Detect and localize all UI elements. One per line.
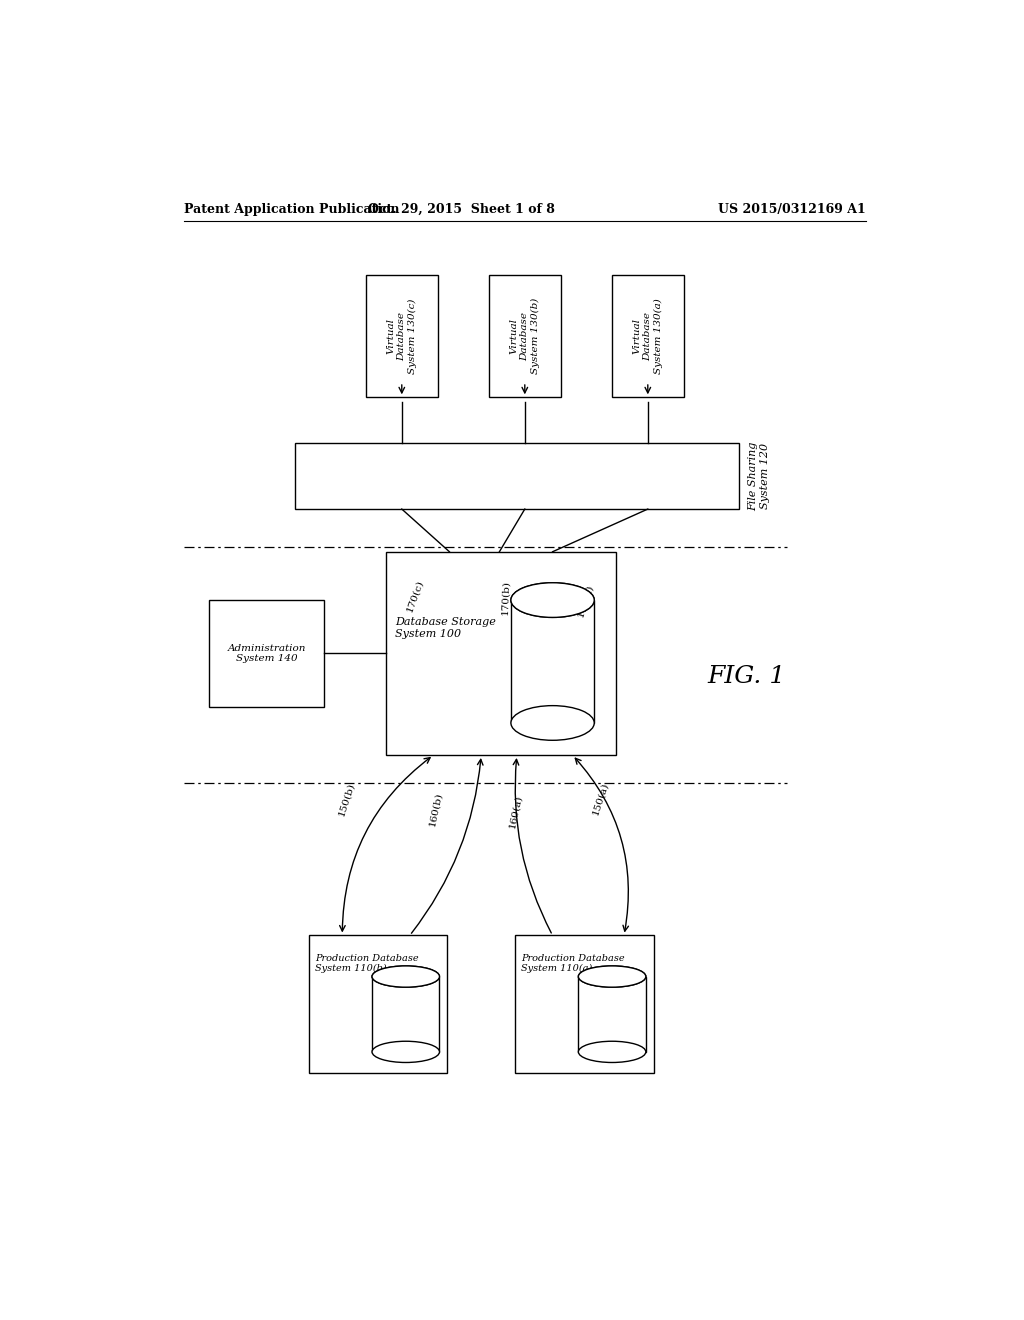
Bar — [295, 444, 739, 510]
Text: File Sharing
System 120: File Sharing System 120 — [749, 441, 770, 511]
Bar — [372, 977, 439, 1052]
Bar — [612, 276, 684, 397]
Ellipse shape — [579, 966, 646, 987]
Ellipse shape — [372, 966, 439, 987]
Text: Virtual
Database
System 130(a): Virtual Database System 130(a) — [633, 298, 663, 374]
Ellipse shape — [579, 966, 646, 987]
Ellipse shape — [372, 1041, 439, 1063]
Text: Production Database
System 110(a): Production Database System 110(a) — [521, 954, 625, 973]
Text: Database Storage
System 100: Database Storage System 100 — [395, 618, 497, 639]
Bar — [209, 601, 325, 706]
Text: Production Database
System 110(b): Production Database System 110(b) — [315, 954, 419, 973]
Text: 170(a): 170(a) — [575, 583, 595, 618]
Text: 160(a): 160(a) — [507, 793, 523, 829]
Text: FIG. 1: FIG. 1 — [708, 665, 785, 688]
Text: US 2015/0312169 A1: US 2015/0312169 A1 — [718, 203, 866, 216]
Ellipse shape — [579, 1041, 646, 1063]
Text: 150(b): 150(b) — [337, 780, 356, 817]
Text: Virtual
Database
System 130(b): Virtual Database System 130(b) — [510, 298, 540, 375]
Text: Virtual
Database
System 130(c): Virtual Database System 130(c) — [387, 298, 417, 374]
Bar — [579, 977, 646, 1052]
Bar — [308, 936, 447, 1073]
Ellipse shape — [511, 582, 594, 618]
Ellipse shape — [511, 582, 594, 618]
Bar — [489, 276, 560, 397]
Bar — [515, 936, 653, 1073]
Ellipse shape — [372, 966, 439, 987]
Text: 170(b): 170(b) — [501, 579, 511, 615]
Bar — [367, 276, 437, 397]
Text: 160(b): 160(b) — [428, 791, 444, 826]
Text: 150(a): 150(a) — [591, 781, 609, 816]
Text: Administration
System 140: Administration System 140 — [227, 644, 306, 663]
Text: Patent Application Publication: Patent Application Publication — [183, 203, 399, 216]
Bar — [511, 601, 594, 723]
Ellipse shape — [511, 706, 594, 741]
Text: Oct. 29, 2015  Sheet 1 of 8: Oct. 29, 2015 Sheet 1 of 8 — [368, 203, 555, 216]
Bar — [386, 552, 616, 755]
Text: 170(c): 170(c) — [406, 578, 425, 612]
